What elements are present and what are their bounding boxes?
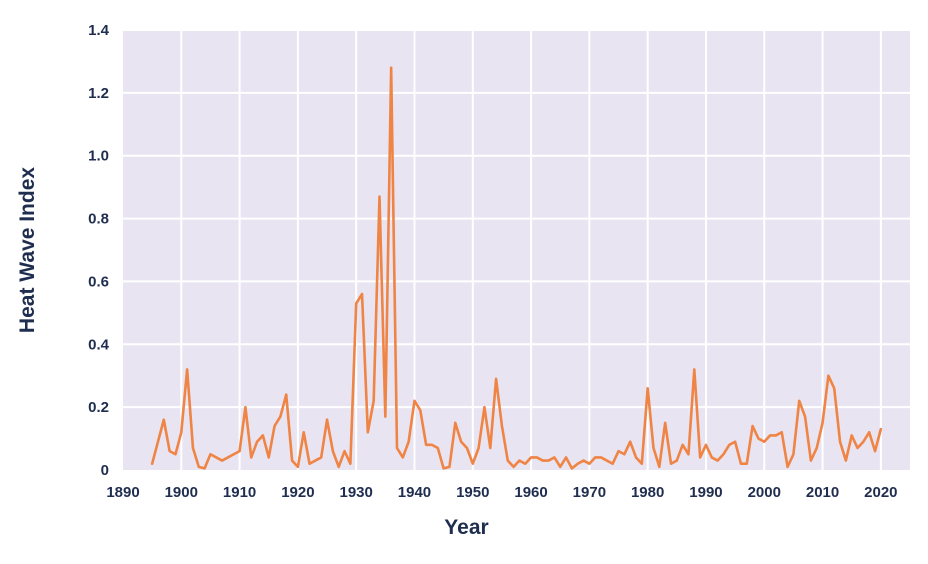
x-tick-label: 1950 [456, 484, 489, 501]
y-tick-label: 0.4 [88, 336, 110, 353]
x-axis: 1890 1900 1910 1920 1930 1940 1950 1960 1970 1980… [106, 484, 897, 501]
x-tick-label: 1930 [339, 484, 372, 501]
plot-area [123, 30, 910, 470]
x-tick-label: 2000 [748, 484, 781, 501]
y-axis: 0 0.2 0.4 0.6 0.8 1.0 1.2 1.4 [88, 22, 110, 479]
x-tick-label: 2020 [864, 484, 897, 501]
y-tick-label: 0 [101, 462, 109, 479]
x-tick-label: 1910 [223, 484, 256, 501]
x-tick-label: 2010 [806, 484, 839, 501]
y-tick-label: 1.2 [88, 85, 109, 102]
x-tick-label: 1960 [514, 484, 547, 501]
x-tick-label: 1920 [281, 484, 314, 501]
y-tick-label: 1.0 [88, 148, 109, 165]
y-tick-label: 0.6 [88, 273, 109, 290]
y-tick-label: 1.4 [88, 22, 110, 39]
y-tick-label: 0.2 [88, 399, 109, 416]
heat-wave-index-line [150, 66, 883, 470]
x-axis-title: Year [444, 516, 488, 539]
x-tick-label: 1900 [165, 484, 198, 501]
x-tick-label: 1970 [573, 484, 606, 501]
x-tick-label: 1980 [631, 484, 664, 501]
x-tick-label: 1940 [398, 484, 431, 501]
y-axis-title: Heat Wave Index [16, 167, 39, 333]
gridlines [123, 29, 910, 470]
x-tick-label: 1890 [106, 484, 139, 501]
y-tick-label: 0.8 [88, 211, 109, 228]
x-tick-label: 1990 [689, 484, 722, 501]
